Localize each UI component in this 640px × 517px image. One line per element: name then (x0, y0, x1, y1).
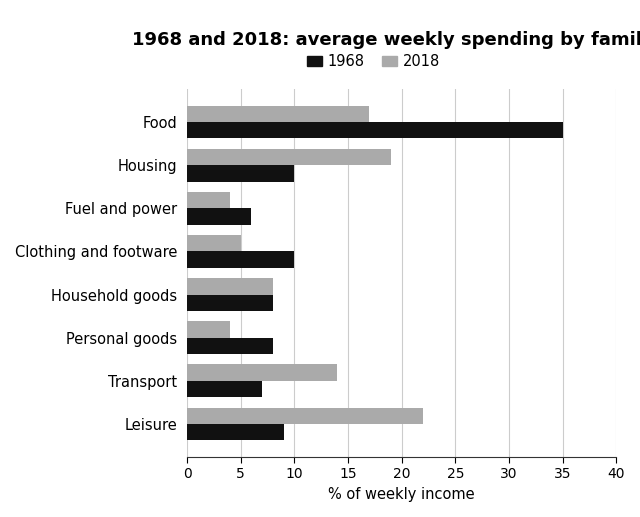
Bar (187, 338, 273, 354)
Bar (187, 251, 294, 268)
Title: 1968 and 2018: average weekly spending by families: 1968 and 2018: average weekly spending b… (132, 31, 640, 49)
Bar (187, 105, 369, 122)
Bar (187, 295, 273, 311)
Bar (187, 407, 423, 424)
Bar (187, 149, 391, 165)
Bar (187, 278, 273, 295)
Bar (187, 165, 294, 181)
Bar (187, 192, 230, 208)
Bar (187, 235, 241, 251)
Bar (187, 424, 284, 440)
X-axis label: % of weekly income: % of weekly income (328, 487, 475, 502)
Bar (187, 364, 337, 381)
Bar (187, 321, 230, 338)
Legend: 1968, 2018: 1968, 2018 (301, 49, 446, 75)
Bar (187, 122, 563, 139)
Bar (187, 208, 252, 225)
Bar (187, 381, 262, 397)
